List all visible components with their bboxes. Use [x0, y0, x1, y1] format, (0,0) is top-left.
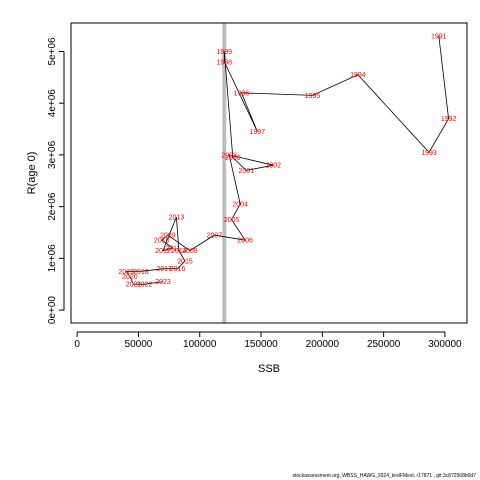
point-label-2002: 2002 — [266, 163, 282, 170]
point-label-1993: 1993 — [421, 150, 437, 157]
point-label-1998: 1998 — [216, 59, 232, 66]
y-tick-label: 3e+06 — [47, 140, 58, 169]
point-label-2009: 2009 — [160, 233, 176, 240]
point-label-2021: 2021 — [126, 282, 142, 289]
point-label-1995: 1995 — [305, 93, 321, 100]
y-tick-label: 5e+06 — [47, 37, 58, 66]
point-label-2007: 2007 — [207, 233, 223, 240]
plot-frame — [70, 22, 468, 324]
y-tick-label: 0e+00 — [47, 296, 58, 325]
point-label-2010: 2010 — [154, 238, 170, 245]
point-label-2006: 2006 — [237, 238, 253, 245]
point-label-layer: 1991 1992 1993 1994 1995 1996 1997 1998 1999 2000… — [118, 33, 456, 288]
y-axis: 0e+00 1e+06 2e+06 3e+06 4e+06 5e+06 — [47, 37, 65, 325]
point-label-2008: 2008 — [182, 248, 198, 255]
x-axis-label: SSB — [258, 363, 280, 375]
y-tick-label: 1e+06 — [47, 244, 58, 273]
point-label-2004: 2004 — [232, 202, 248, 209]
x-tick-label: 200000 — [306, 339, 340, 350]
point-label-2012: 2012 — [155, 248, 171, 255]
x-axis: 0 50000 100000 150000 200000 250000 300000 — [74, 331, 462, 350]
x-tick-label: 0 — [74, 339, 80, 350]
x-tick-label: 250000 — [367, 339, 401, 350]
point-label-2018: 2018 — [133, 269, 149, 276]
point-label-1991: 1991 — [431, 33, 447, 40]
series-line — [125, 35, 450, 285]
point-label-2005: 2005 — [224, 217, 240, 224]
connecting-line-layer — [125, 35, 450, 285]
point-label-2020: 2020 — [122, 274, 138, 281]
x-tick-label: 300000 — [428, 339, 462, 350]
point-label-2017: 2017 — [156, 266, 172, 273]
point-label-1997: 1997 — [250, 129, 266, 136]
point-label-2016: 2016 — [170, 266, 186, 273]
point-label-2003: 2003 — [221, 152, 237, 159]
point-label-2019: 2019 — [118, 269, 134, 276]
point-label-2001: 2001 — [239, 168, 255, 175]
point-label-2023: 2023 — [155, 279, 171, 286]
point-label-2022: 2022 — [137, 282, 153, 289]
point-label-2015: 2015 — [177, 258, 193, 265]
point-label-1996: 1996 — [234, 90, 250, 97]
point-label-2000: 2000 — [225, 155, 241, 162]
point-label-2013: 2013 — [169, 214, 185, 221]
point-label-2011: 2011 — [165, 246, 180, 253]
y-tick-label: 2e+06 — [47, 192, 58, 221]
y-tick-label: 4e+06 — [47, 89, 58, 118]
point-label-1992: 1992 — [441, 116, 457, 123]
point-label-1994: 1994 — [350, 72, 366, 79]
footer-credit: stockassessment.org, WBSS_HAWG_2024_test… — [292, 473, 476, 479]
point-label-1999: 1999 — [216, 49, 232, 56]
point-label-2014: 2014 — [171, 248, 187, 255]
x-tick-label: 100000 — [183, 339, 217, 350]
x-tick-label: 150000 — [244, 339, 278, 350]
y-axis-label: R(age 0) — [26, 152, 38, 195]
x-tick-label: 50000 — [125, 339, 153, 350]
